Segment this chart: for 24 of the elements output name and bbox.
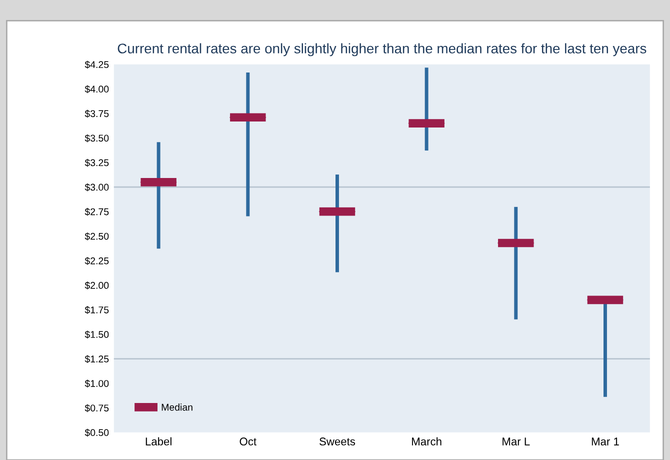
y-tick-label: $1.50: [84, 330, 109, 338]
y-tick-label: $0.75: [84, 404, 109, 412]
y-tick-label: $2.75: [84, 208, 109, 216]
y-tick-label: $1.00: [84, 380, 109, 388]
y-tick-label: $3.50: [84, 134, 109, 142]
y-tick-label: $2.00: [84, 282, 109, 290]
x-tick-label: Sweets: [320, 438, 356, 446]
y-tick-label: $1.75: [84, 306, 109, 314]
legend-label: Median: [162, 404, 192, 411]
y-tick-label: $1.25: [84, 355, 109, 363]
y-tick-label: $4.25: [84, 60, 109, 69]
x-tick-label: Mar 1: [592, 438, 619, 446]
y-tick-label: $4.00: [84, 85, 109, 94]
y-tick-label: $0.50: [84, 428, 109, 437]
x-tick-label: March: [412, 437, 442, 446]
x-tick-label: Label: [146, 437, 172, 446]
x-tick-label: Oct: [240, 438, 256, 446]
y-tick-label: $2.25: [84, 256, 109, 265]
x-tick-label: Mar L: [502, 438, 530, 446]
y-tick-label: $3.00: [84, 183, 109, 192]
y-tick-label: $3.25: [84, 158, 109, 167]
y-tick-label: $3.75: [84, 110, 109, 118]
y-tick-label: $2.50: [84, 232, 109, 240]
chart-title: Current rental rates are only slightly higher than the median rates for the last ten years: [118, 43, 646, 56]
